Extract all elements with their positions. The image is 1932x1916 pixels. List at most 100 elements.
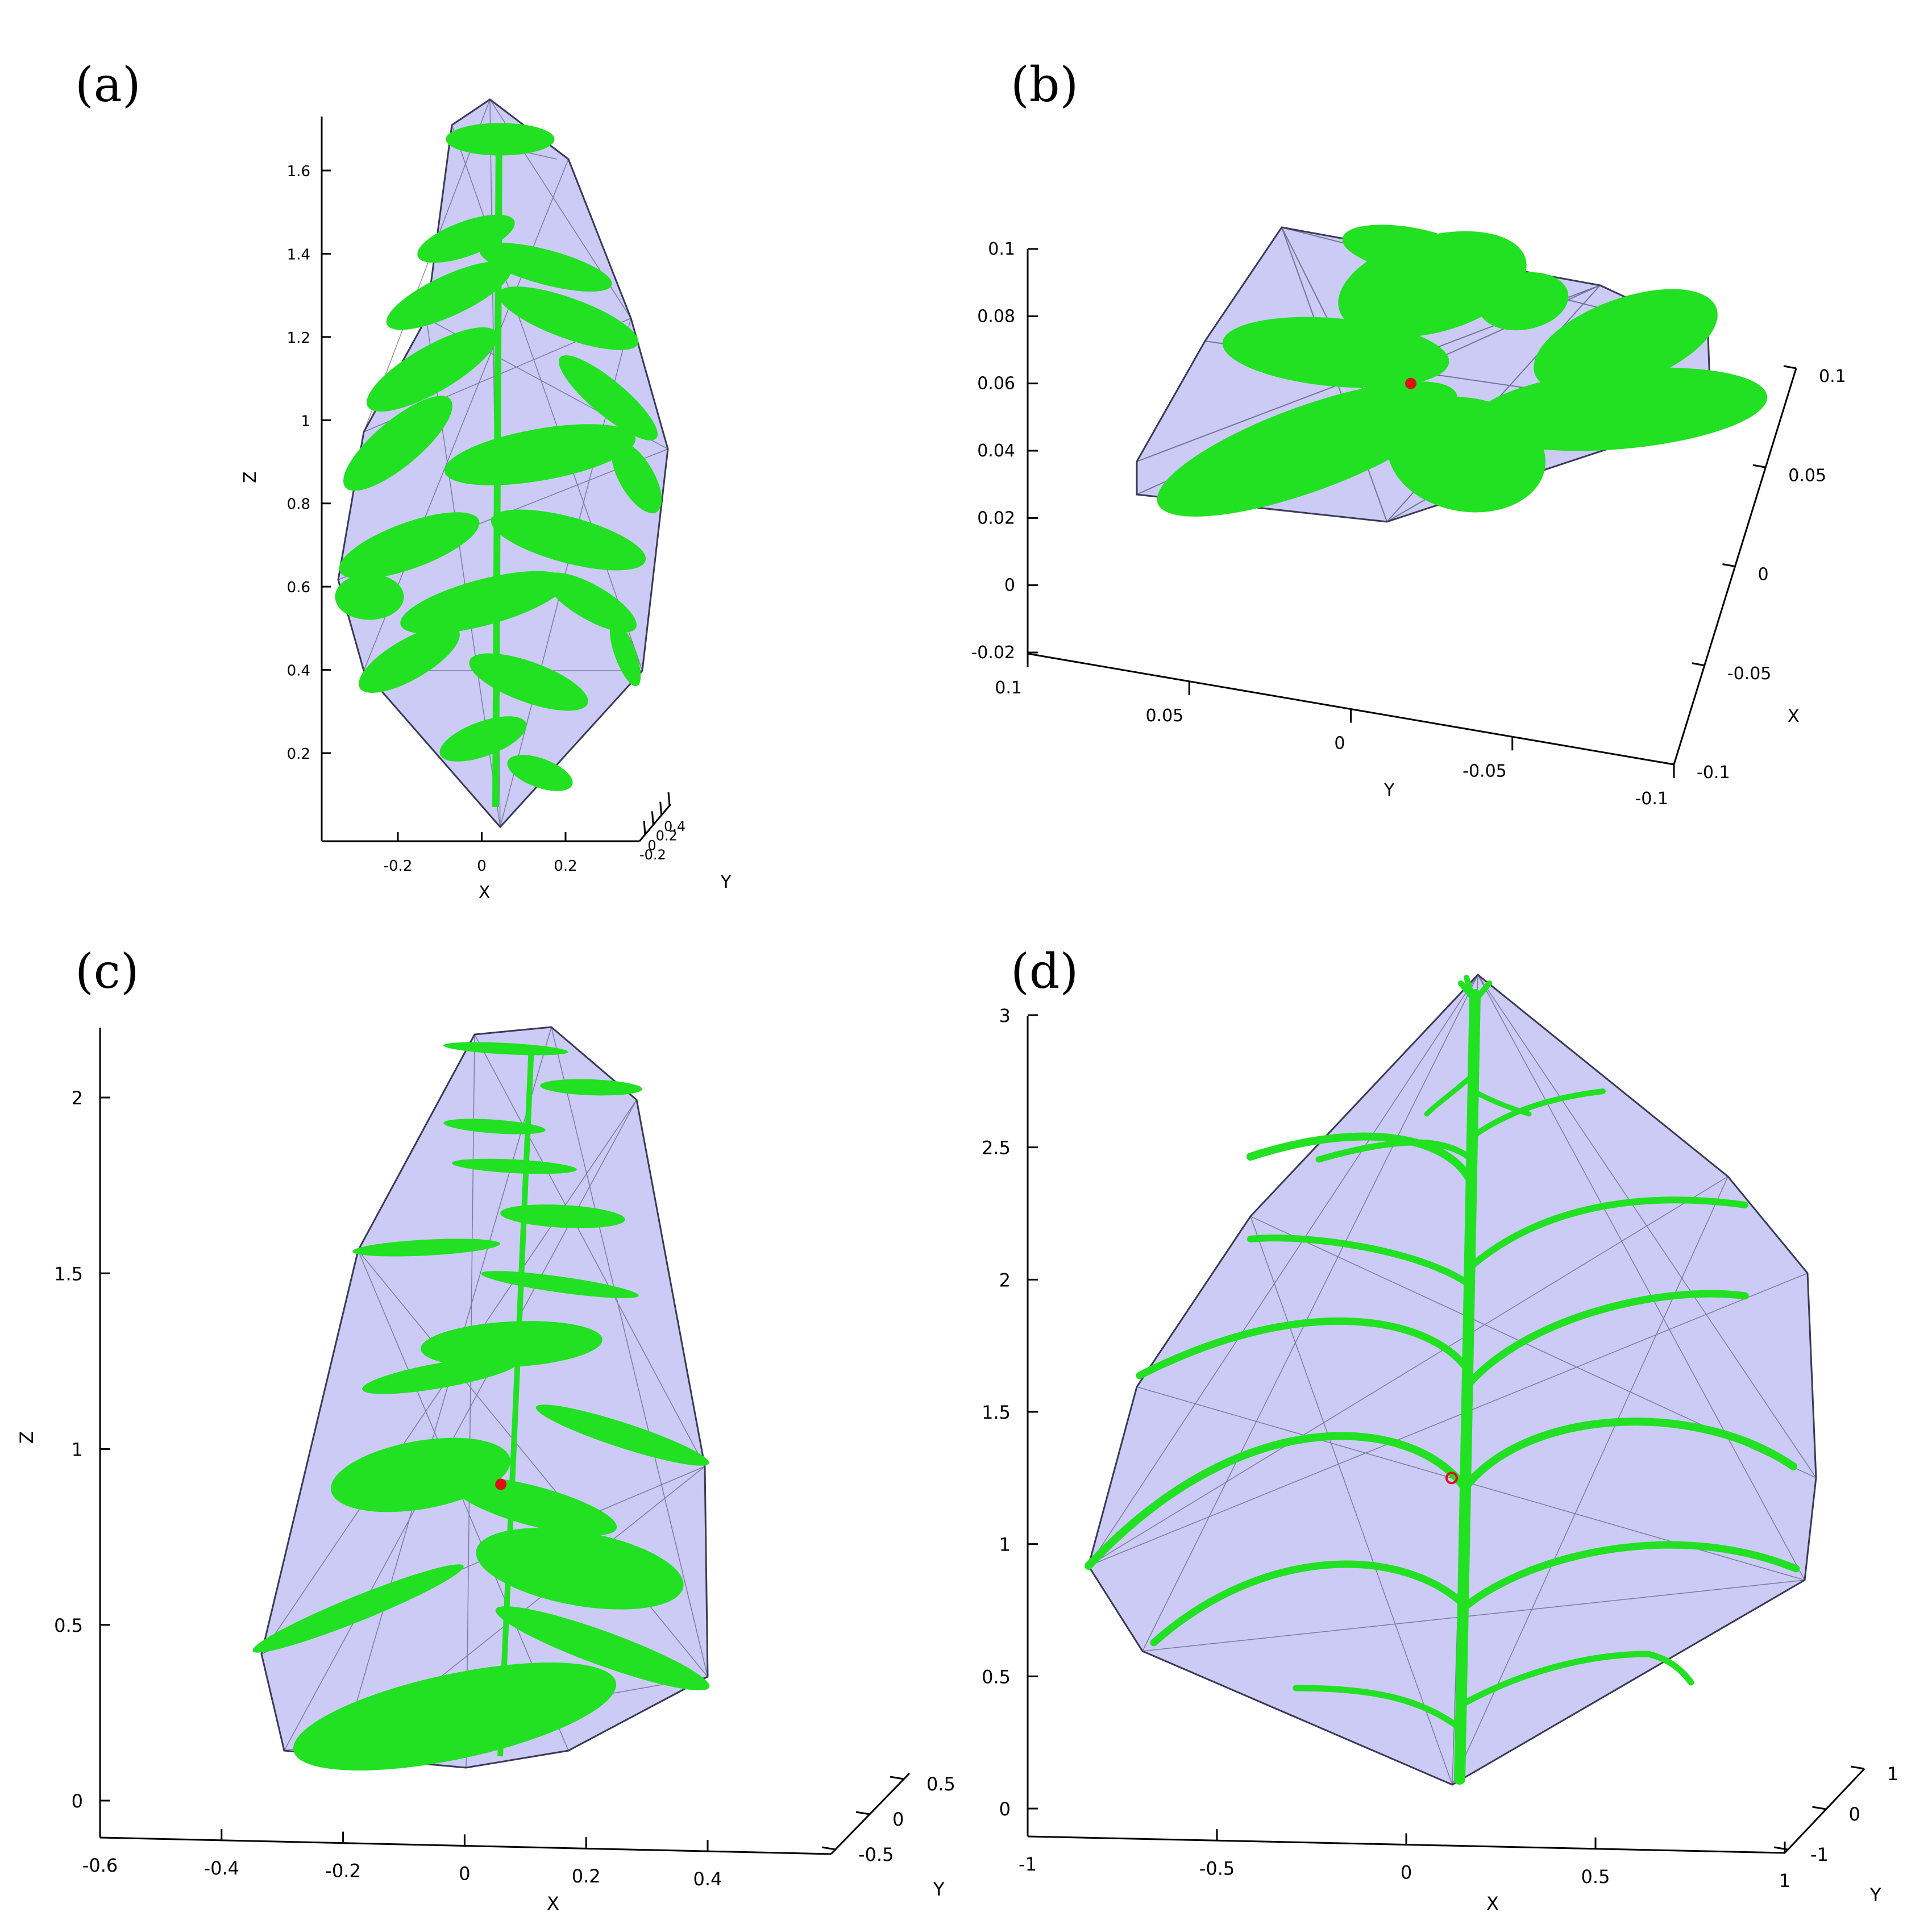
z-tick-label: 1 (999, 1534, 1011, 1556)
z-tick-label: 0.06 (977, 374, 1015, 394)
plant-a (335, 123, 662, 808)
panel-a: (a) (0, 0, 966, 921)
x-tick-mark (1692, 662, 1705, 667)
panel-d: (d) 0 0 (966, 921, 1932, 1916)
x-axis-label-d: X (1486, 1893, 1499, 1914)
z-tick-label: 1 (301, 413, 310, 430)
y-tick-label: 0.2 (656, 828, 678, 844)
z-tick-label: 0.6 (287, 579, 310, 596)
y-axis-label-b: Y (1383, 780, 1395, 800)
y-axis-label-c: Y (933, 1878, 945, 1900)
x-tick-label: -0.4 (204, 1857, 239, 1879)
z-tick-label: -0.02 (971, 643, 1015, 663)
y-tick-label: -0.05 (1462, 761, 1507, 781)
z-tick-label: 0 (999, 1798, 1011, 1820)
x-tick-label: 0.4 (693, 1868, 722, 1890)
plant-b (1157, 225, 1768, 517)
z-tick-label: 0.02 (977, 508, 1015, 528)
z-tick-label: 0 (72, 1790, 83, 1812)
x-axis-label-a: X (479, 883, 491, 903)
panel-c: (c) 0 0 (0, 921, 966, 1916)
z-axis-label-a: Z (240, 471, 260, 483)
chart-c: 0 0.5 1 1.5 2 -0.6 -0.4 -0.2 0 0.2 0.4 -0.5 0 0.5 Z… (16, 1026, 955, 1914)
hull-d (1087, 973, 1817, 1786)
z-tick-label: 0.2 (287, 746, 310, 763)
axes-a (321, 117, 672, 842)
y-tick-label: 0.1 (995, 678, 1022, 698)
y-tick-mark (1850, 1765, 1865, 1770)
chart-a: 0.20.40.60.811.21.41.6 -0.2 0 0.2 -0.200.2… (240, 98, 732, 903)
y-tick-label: 0.4 (664, 818, 685, 834)
y-ticks-c: -0.5 0 0.5 (821, 1773, 955, 1865)
z-tick-label: 1.6 (287, 163, 310, 180)
x-tick-label: -0.6 (82, 1855, 118, 1876)
x-axis-label-b: X (1788, 706, 1800, 726)
y-tick-label: -0.2 (639, 847, 666, 863)
x-tick-label: 0 (459, 1863, 470, 1884)
z-tick-label: 1.5 (54, 1263, 83, 1285)
z-ticks-b: -0.02 0 0.02 0.04 0.06 0.08 0.1 (971, 239, 1038, 663)
x-tick-mark (1722, 563, 1735, 567)
y-tick-label: 0 (1334, 734, 1345, 754)
x-tick-label: 0 (1401, 1862, 1412, 1884)
x-tick-label: 0.05 (1788, 466, 1826, 485)
z-tick-label: 0.8 (287, 496, 310, 513)
x-tick-label: 0.1 (1819, 367, 1846, 386)
panel-label-d: (d) (1011, 944, 1079, 999)
y-tick-mark (821, 1846, 836, 1851)
y-ticks-a: -0.200.20.4 (639, 792, 685, 863)
y-tick-mark (659, 801, 663, 816)
axes-c (99, 1028, 911, 1855)
z-tick-label: 1.5 (982, 1402, 1011, 1423)
y-tick-label: 0 (1849, 1803, 1860, 1825)
x-axis-label-c: X (547, 1893, 559, 1914)
x-ticks-d: -1 -0.5 0 0.5 1 (1019, 1825, 1790, 1892)
panel-label-c: (c) (75, 944, 139, 999)
y-axis-label-d: Y (1869, 1884, 1881, 1906)
y-tick-label: 0 (647, 837, 656, 853)
panel-b: (b) -0.02 0 0.02 0.04 0.06 0.08 0.1 0.1 0.05 0 -0… (966, 0, 1932, 921)
y-tick-mark (890, 1776, 904, 1780)
marker-point-d (1445, 1472, 1458, 1485)
z-tick-label: 0.5 (982, 1666, 1011, 1688)
x-tick-label: -0.5 (1199, 1857, 1235, 1879)
z-tick-label: 2.5 (982, 1137, 1011, 1159)
x-ticks-a: -0.2 0 0.2 (384, 832, 577, 875)
z-ticks-d: 0 0.5 1 1.5 2 2.5 3 (982, 1005, 1038, 1820)
y-tick-label: -0.1 (1635, 789, 1668, 809)
x-ticks-c: -0.6 -0.4 -0.2 0 0.2 0.4 (82, 1826, 722, 1890)
x-tick-label: 0.5 (1581, 1866, 1610, 1888)
plant-c (252, 1042, 710, 1770)
x-tick-label: -0.2 (325, 1860, 360, 1882)
marker-point-b (1405, 377, 1416, 389)
z-tick-label: 2 (72, 1087, 83, 1109)
x-tick-label: 0.2 (554, 858, 577, 875)
y-ticks-b: 0.1 0.05 0 -0.05 -0.1 (995, 654, 1675, 809)
chart-d: 00.511.522.53 -1-0.500.51 -101 Z X Y (982, 973, 1898, 1914)
x-tick-label: 0 (1758, 565, 1769, 585)
z-tick-label: 1 (72, 1439, 83, 1461)
z-tick-label: 2 (999, 1269, 1011, 1291)
y-tick-label: 1 (1887, 1763, 1898, 1785)
y-tick-mark (643, 820, 646, 835)
y-axis-label-a: Y (720, 872, 732, 892)
x-tick-label: -1 (1019, 1853, 1037, 1875)
y-ticks-d: -1 0 1 (1773, 1763, 1898, 1865)
y-tick-label: 0 (892, 1809, 904, 1830)
x-tick-label: 1 (1779, 1870, 1790, 1892)
z-tick-label: 0.08 (977, 306, 1015, 326)
y-tick-label: 0.5 (926, 1773, 955, 1795)
x-tick-mark (1783, 365, 1797, 369)
panel-label-a: (a) (75, 57, 141, 113)
y-tick-mark (651, 811, 654, 825)
z-ticks-c: 0 0.5 1 1.5 2 (54, 1087, 110, 1812)
panel-label-b: (b) (1011, 57, 1079, 113)
y-tick-mark (855, 1811, 870, 1815)
y-tick-label: -1 (1810, 1844, 1829, 1865)
x-tick-label: -0.05 (1727, 664, 1772, 684)
y-tick-mark (1773, 1846, 1788, 1851)
x-tick-mark (1752, 464, 1766, 468)
z-tick-label: 1.2 (287, 330, 310, 347)
z-tick-label: 1.4 (287, 246, 310, 263)
